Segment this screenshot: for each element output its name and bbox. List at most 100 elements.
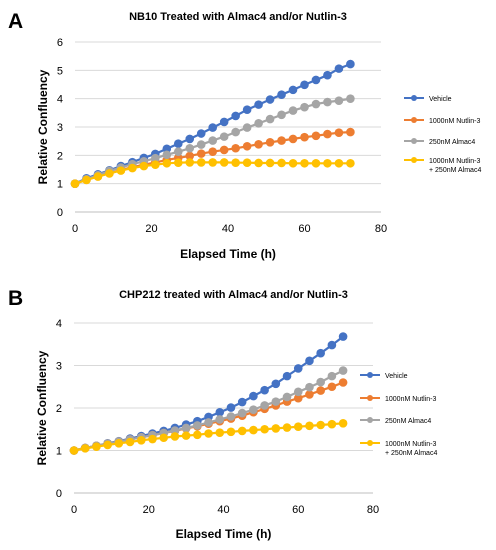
data-point (346, 158, 355, 168)
data-point (323, 158, 332, 168)
data-point (237, 397, 247, 407)
legend-label: + 250nM Almac4 (429, 167, 481, 174)
data-point (293, 387, 303, 397)
data-point (116, 166, 126, 175)
data-point (277, 90, 286, 99)
data-point (193, 430, 202, 440)
data-point (311, 131, 321, 141)
data-point (93, 172, 103, 181)
data-point (277, 110, 286, 120)
data-point (148, 434, 157, 444)
data-point (338, 366, 348, 375)
y-axis-label: Relative Confluency (35, 350, 49, 465)
series-line (73, 369, 344, 452)
y-tick-label: 2 (57, 150, 63, 162)
data-point (173, 139, 183, 149)
data-point (215, 407, 225, 417)
data-point (334, 158, 344, 168)
y-tick-label: 1 (56, 446, 62, 458)
data-point (196, 129, 206, 138)
data-point (327, 371, 337, 381)
legend-swatch-marker (367, 440, 373, 446)
data-point (254, 119, 263, 128)
data-point (185, 151, 195, 161)
data-point (260, 424, 269, 434)
data-point (226, 412, 236, 421)
legend-swatch-marker (411, 157, 417, 163)
legend-swatch-marker (367, 417, 373, 423)
data-point (242, 123, 252, 132)
data-point (219, 158, 229, 167)
legend-label: Vehicle (429, 96, 452, 103)
data-point (334, 64, 344, 73)
data-point (114, 438, 124, 448)
data-point (254, 100, 263, 109)
data-point (215, 428, 225, 437)
data-point (265, 138, 275, 147)
data-point (346, 127, 355, 137)
x-tick-label: 0 (71, 504, 77, 516)
data-point (277, 136, 286, 145)
data-point (311, 158, 321, 168)
y-tick-label: 3 (56, 361, 62, 373)
data-point (346, 94, 355, 103)
chart-title: NB10 Treated with Almac4 and/or Nutlin-3 (129, 11, 347, 23)
data-point (82, 175, 91, 185)
y-tick-label: 0 (57, 207, 63, 219)
data-point (305, 356, 314, 366)
series-3 (70, 158, 355, 188)
data-point (204, 429, 213, 438)
chart-title: CHP212 treated with Almac4 and/or Nutlin… (119, 289, 348, 301)
data-point (282, 392, 292, 402)
data-point (208, 158, 217, 167)
data-point (277, 158, 286, 168)
data-point (338, 419, 348, 428)
data-point (334, 96, 344, 105)
legend-label: 1000nM Nutlin-3 (385, 396, 436, 403)
data-point (162, 144, 172, 154)
data-point (249, 425, 258, 435)
panel-letter: B (8, 287, 23, 310)
data-point (316, 348, 325, 358)
x-axis-label: Elapsed Time (h) (180, 247, 276, 261)
data-point (254, 139, 263, 149)
data-point (305, 390, 314, 399)
y-axis-label: Relative Confluency (36, 69, 50, 184)
data-point (185, 158, 195, 167)
data-point (323, 97, 332, 107)
legend-label: 250nM Almac4 (429, 139, 475, 146)
data-point (265, 95, 275, 104)
data-point (162, 158, 172, 168)
x-tick-label: 80 (367, 504, 379, 516)
y-tick-label: 5 (57, 65, 63, 77)
data-point (282, 423, 292, 432)
data-point (327, 419, 337, 429)
data-point (305, 382, 314, 392)
data-point (231, 158, 240, 167)
data-point (346, 59, 355, 69)
legend-swatch-marker (411, 117, 417, 123)
data-point (338, 332, 348, 341)
data-point (231, 127, 240, 137)
data-point (311, 99, 321, 109)
data-point (300, 132, 309, 142)
data-point (196, 140, 206, 149)
data-point (219, 117, 229, 127)
data-point (159, 433, 168, 443)
data-point (300, 158, 309, 168)
y-tick-label: 6 (57, 37, 63, 49)
data-point (316, 377, 325, 387)
data-point (231, 111, 240, 121)
data-point (80, 444, 90, 453)
data-point (237, 426, 247, 436)
legend-label: 1000nM Nutlin-3 (385, 441, 436, 448)
data-point (327, 382, 337, 392)
data-point (338, 378, 348, 387)
x-tick-label: 80 (375, 223, 387, 235)
data-point (196, 149, 206, 158)
data-point (151, 153, 160, 163)
data-point (300, 80, 309, 90)
data-point (219, 145, 229, 155)
data-point (265, 114, 275, 124)
data-point (105, 169, 114, 178)
